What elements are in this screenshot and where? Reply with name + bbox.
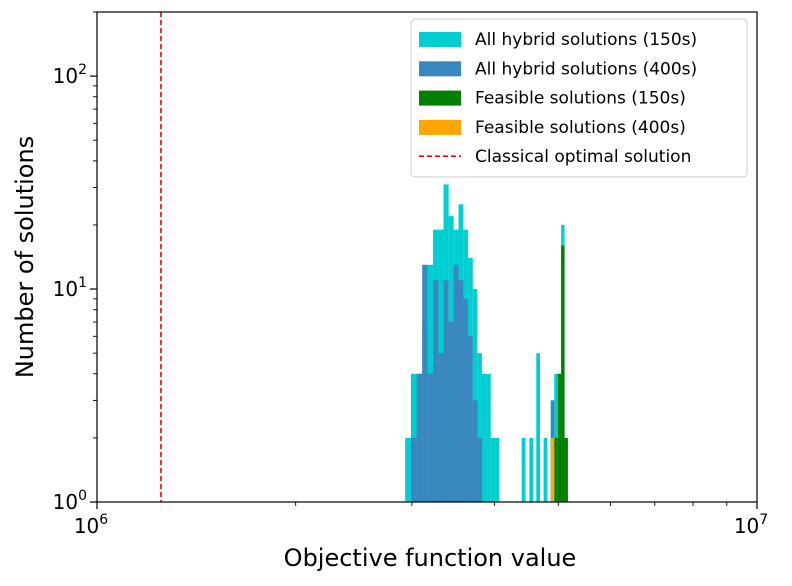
x-tick-label-1: 107 bbox=[734, 512, 768, 538]
legend-label-4: Classical optimal solution bbox=[475, 147, 691, 167]
bar-series-0-bin-0 bbox=[405, 437, 411, 502]
legend-label-2: Feasible solutions (150s) bbox=[475, 89, 686, 109]
bar-series-2-bin-2 bbox=[561, 245, 565, 502]
x-axis-label: Objective function value bbox=[284, 544, 577, 572]
bar-series-0-bin-22 bbox=[543, 437, 548, 502]
legend-label-1: All hybrid solutions (400s) bbox=[475, 59, 697, 79]
bar-series-1-bin-2 bbox=[422, 264, 428, 502]
bar-series-0-bin-17 bbox=[490, 437, 496, 502]
legend-box bbox=[410, 18, 748, 178]
bar-series-1-bin-3 bbox=[427, 373, 434, 502]
bar-series-0-bin-1 bbox=[410, 373, 417, 502]
bar-series-1-bin-6 bbox=[443, 280, 449, 502]
x-axis: 106 107 bbox=[74, 502, 768, 538]
plot-frame bbox=[96, 11, 758, 503]
y-tick-label-1: 101 bbox=[53, 275, 87, 301]
legend: All hybrid solutions (150s) All hybrid so… bbox=[410, 18, 748, 178]
bar-series-1-bin-13 bbox=[477, 437, 482, 502]
y-tick-label-2: 102 bbox=[53, 62, 87, 88]
bar-series-0-bin-18 bbox=[495, 437, 500, 502]
bar-series-1-bin-9 bbox=[458, 280, 464, 502]
x-tick-label-0: 106 bbox=[74, 512, 108, 538]
bar-series-1-bin-1 bbox=[416, 373, 423, 502]
bar-series-2-bin-1 bbox=[557, 373, 562, 502]
bar-series-0-bin-21 bbox=[536, 353, 540, 502]
legend-label-3: Feasible solutions (400s) bbox=[475, 118, 686, 138]
bar-series-0-bin-24 bbox=[554, 373, 558, 502]
bar-series-3-bin-0 bbox=[550, 437, 555, 502]
y-axis: 100 101 102 bbox=[53, 11, 97, 514]
legend-swatch-3 bbox=[419, 119, 461, 135]
bar-series-0-bin-15 bbox=[481, 373, 487, 502]
bar-series-0-bin-16 bbox=[486, 373, 491, 502]
bar-series-1-bin-10 bbox=[463, 298, 469, 502]
bar-series-1-bin-0 bbox=[410, 437, 417, 502]
legend-swatch-1 bbox=[419, 61, 461, 77]
bar-series-1-bin-11 bbox=[468, 336, 473, 502]
histogram-bars bbox=[405, 184, 568, 503]
bar-series-1-bin-4 bbox=[433, 280, 439, 502]
bar-series-2-bin-0 bbox=[554, 437, 558, 502]
bar-series-1-bin-7 bbox=[448, 322, 454, 502]
bar-series-0-bin-13 bbox=[472, 289, 478, 502]
bar-series-0-bin-19 bbox=[521, 437, 526, 502]
bar-series-1-bin-5 bbox=[438, 353, 444, 502]
bar-series-1-bin-8 bbox=[453, 264, 459, 502]
y-tick-label-0: 100 bbox=[53, 488, 87, 514]
legend-swatch-0 bbox=[419, 32, 461, 47]
legend-swatch-2 bbox=[419, 90, 461, 106]
bar-series-0-bin-20 bbox=[529, 437, 534, 502]
legend-label-0: All hybrid solutions (150s) bbox=[475, 30, 697, 50]
y-axis-label: Number of solutions bbox=[11, 136, 39, 378]
bar-series-1-bin-12 bbox=[472, 400, 478, 502]
bar-series-0-bin-14 bbox=[477, 353, 482, 502]
bar-series-2-bin-3 bbox=[564, 437, 568, 502]
